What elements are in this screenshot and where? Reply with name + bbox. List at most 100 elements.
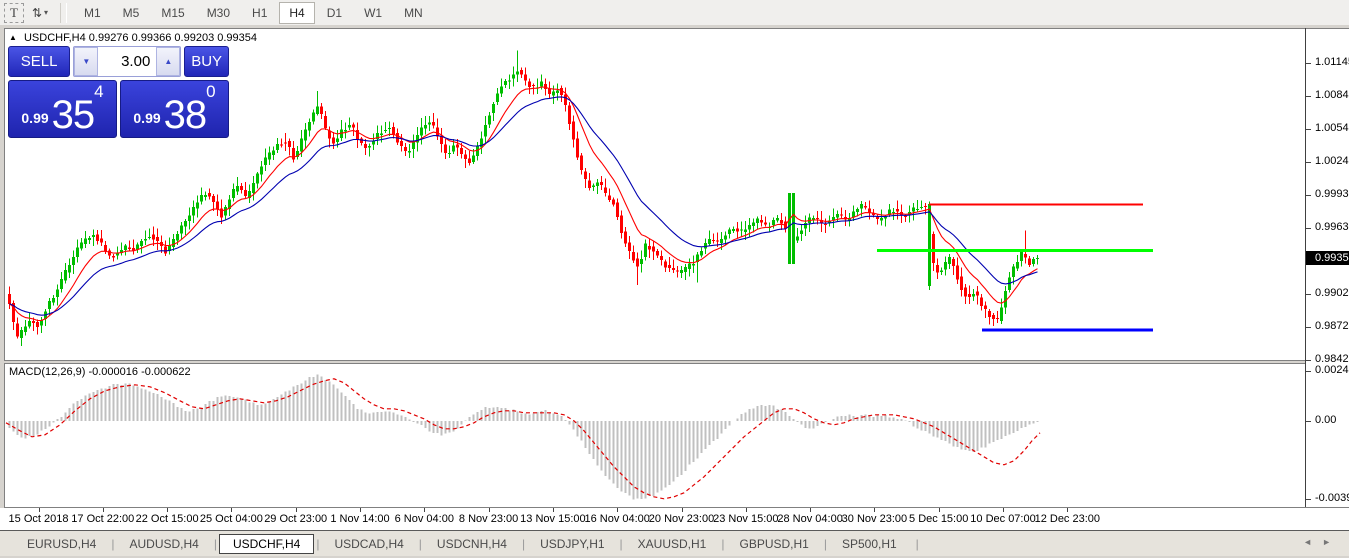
- macd-tick-label-tick: [1306, 499, 1311, 501]
- candle-body: [852, 211, 855, 218]
- candle-body: [292, 147, 295, 160]
- candle-body: [208, 193, 211, 197]
- buy-quote-button[interactable]: 0.99 38 0: [120, 80, 229, 138]
- price-tick-label-tick: [1306, 359, 1311, 361]
- chart-tab-usdchf[interactable]: USDCHF,H4: [218, 534, 315, 554]
- price-tick-label-tick: [1306, 326, 1311, 328]
- frame-band-bottom: [0, 556, 1349, 558]
- timeframe-button-d1[interactable]: D1: [326, 5, 343, 20]
- macd-indicator-canvas[interactable]: [4, 363, 1305, 507]
- candle-body: [20, 329, 23, 338]
- timeframe-button-mn[interactable]: MN: [404, 5, 423, 20]
- crosshair-tool-button[interactable]: ⇅ ▾: [28, 4, 52, 22]
- timeframe-button-h4[interactable]: H4: [279, 1, 315, 24]
- frame-band-top: [0, 25, 1349, 28]
- time-tick-label: 15 Oct 2018: [8, 513, 69, 525]
- sell-quote-button[interactable]: 0.99 35 4: [8, 80, 117, 138]
- time-tick-label: 1 Nov 14:00: [330, 513, 390, 525]
- candle-body: [468, 158, 471, 163]
- candle-body: [676, 270, 679, 272]
- timeframe-button-w1[interactable]: W1: [364, 5, 383, 20]
- time-axis[interactable]: 15 Oct 2018 17 Oct 22:00 22 Oct 15:00 25 Oc…: [0, 508, 1349, 530]
- buy-price-prefix: 0.99: [133, 110, 161, 126]
- candle-body: [740, 229, 743, 231]
- candle-body: [588, 180, 591, 189]
- arrows-icon: ⇅: [31, 5, 43, 20]
- candle-body: [744, 229, 747, 232]
- timeframe-button-h1[interactable]: H1: [252, 5, 268, 20]
- time-tick-label: 8 Nov 23:00: [458, 513, 519, 525]
- chart-tab-sp500[interactable]: SP500,H1: [841, 537, 897, 551]
- chart-tab-audusd[interactable]: AUDUSD,H4: [129, 537, 199, 551]
- candle-body: [32, 321, 35, 323]
- candle-body: [336, 138, 339, 143]
- candle-body: [880, 218, 883, 221]
- volume-increase-button[interactable]: ▲: [156, 47, 181, 76]
- volume-input[interactable]: [98, 47, 157, 76]
- candle-body: [128, 247, 131, 249]
- timeframe-button-m5[interactable]: M5: [122, 5, 140, 20]
- chart-tab-usdjpy[interactable]: USDJPY,H1: [540, 537, 605, 551]
- time-tick: [488, 508, 490, 512]
- buy-button[interactable]: BUY: [184, 46, 229, 77]
- candle-body: [300, 138, 303, 152]
- candle-body: [932, 234, 935, 264]
- tab-separator: |: [316, 537, 320, 551]
- price-tick-label: 0.99935: [1315, 187, 1349, 200]
- candle-body: [36, 322, 39, 327]
- candle-body: [696, 254, 699, 262]
- tab-scroll-left-icon[interactable]: ◄: [1303, 537, 1323, 547]
- candle-body: [760, 220, 763, 223]
- candle-body: [308, 122, 311, 131]
- volume-control: ▼ ▲: [73, 46, 182, 77]
- time-tick: [38, 508, 40, 512]
- timeframe-button-m15[interactable]: M15: [161, 5, 185, 20]
- price-tick-label: 1.00540: [1315, 121, 1349, 134]
- one-click-trading-panel: SELL ▼ ▲ BUY 0.99 35 4 0.99: [8, 46, 229, 138]
- candle-body: [328, 130, 331, 139]
- tab-scroll-right-icon[interactable]: ►: [1322, 537, 1341, 547]
- chart-tab-eurusd[interactable]: EURUSD,H4: [27, 537, 97, 551]
- chart-tab-gbpusd[interactable]: GBPUSD,H1: [739, 537, 809, 551]
- candle-body: [692, 263, 695, 266]
- chart-tab-usdcnh[interactable]: USDCNH,H4: [436, 537, 507, 551]
- time-tick-label: 28 Nov 04:00: [777, 513, 843, 525]
- pane-splitter[interactable]: [4, 361, 1305, 363]
- chart-tab-usdcad[interactable]: USDCAD,H4: [334, 537, 404, 551]
- candle-body: [64, 270, 67, 281]
- candle-body: [920, 206, 923, 208]
- one-click-panel-toggle-icon[interactable]: ▲: [9, 33, 17, 42]
- candle-body: [684, 267, 687, 272]
- candle-body: [964, 287, 967, 297]
- candle-body: [972, 294, 975, 297]
- pane-top-border: [4, 28, 1349, 29]
- price-chart-canvas[interactable]: [4, 28, 1305, 360]
- price-tick-label-tick: [1306, 194, 1311, 196]
- candle-body: [92, 235, 95, 237]
- candle-body: [492, 103, 495, 114]
- candle-body: [968, 294, 971, 297]
- candle-body: [772, 219, 775, 225]
- sell-button[interactable]: SELL: [8, 46, 71, 77]
- timeframe-button-m1[interactable]: M1: [84, 5, 101, 20]
- text-tool-button[interactable]: T: [4, 2, 24, 23]
- candle-body: [868, 208, 871, 214]
- candle-body: [564, 94, 567, 106]
- candle-body: [1020, 251, 1023, 262]
- candle-body: [688, 263, 691, 270]
- candle-body: [732, 229, 735, 231]
- candle-body: [648, 246, 651, 250]
- candle-body: [356, 130, 359, 141]
- chart-tab-xauusd[interactable]: XAUUSD,H1: [637, 537, 707, 551]
- volume-decrease-button[interactable]: ▼: [74, 47, 99, 76]
- time-tick: [424, 508, 426, 512]
- candle-body: [1036, 258, 1039, 260]
- candle-body: [992, 314, 995, 320]
- time-tick: [681, 508, 683, 512]
- macd-bottom-border: [4, 507, 1349, 508]
- candle-body: [40, 320, 43, 326]
- candle-body: [672, 267, 675, 271]
- timeframe-button-m30[interactable]: M30: [206, 5, 231, 20]
- time-tick: [810, 508, 812, 512]
